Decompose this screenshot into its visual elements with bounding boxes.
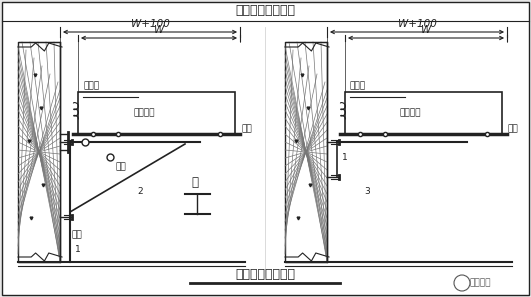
- Text: 槽架沿墙水平安装: 槽架沿墙水平安装: [235, 4, 295, 17]
- Text: W+100: W+100: [398, 19, 436, 29]
- Text: 跨接线: 跨接线: [350, 81, 366, 90]
- Text: 工: 工: [192, 176, 199, 189]
- Bar: [345, 92, 502, 134]
- Text: 跨接线: 跨接线: [83, 81, 99, 90]
- Bar: [78, 92, 235, 134]
- Text: W+100: W+100: [131, 19, 169, 29]
- Text: 2: 2: [137, 187, 143, 197]
- Text: W: W: [154, 25, 164, 35]
- Text: 焊接: 焊接: [72, 230, 83, 239]
- Text: 焊接: 焊接: [115, 162, 126, 171]
- Text: W: W: [421, 25, 431, 35]
- Bar: [285, 42, 327, 262]
- Text: 电气槽架: 电气槽架: [133, 108, 155, 118]
- Text: 倒角: 倒角: [508, 124, 519, 133]
- Text: 1: 1: [75, 245, 81, 254]
- Text: 倒角: 倒角: [241, 124, 252, 133]
- Text: 暖通南社: 暖通南社: [469, 279, 491, 287]
- Text: 1: 1: [342, 152, 348, 162]
- Text: 3: 3: [364, 187, 370, 197]
- Text: 电气槽架: 电气槽架: [400, 108, 422, 118]
- Text: 槽架沿墙水平安装: 槽架沿墙水平安装: [235, 268, 295, 282]
- Bar: [18, 42, 60, 262]
